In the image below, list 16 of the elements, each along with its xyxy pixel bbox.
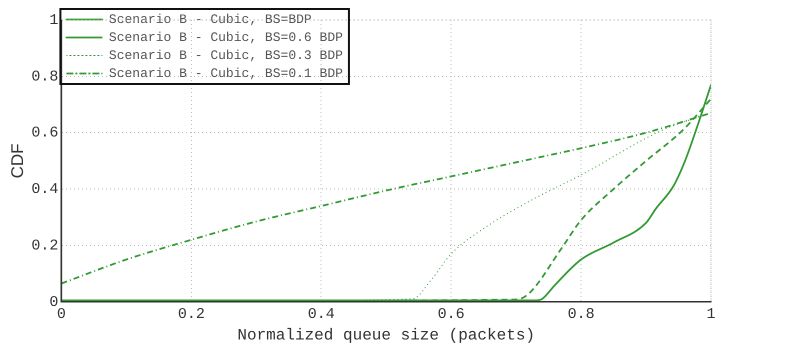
x-tick-label: 0.8 xyxy=(568,306,595,323)
y-tick-label: 0.2 xyxy=(31,237,58,254)
y-tick-label: 0 xyxy=(49,294,58,311)
x-tick-label: 1 xyxy=(706,306,716,323)
x-tick-label: 0.2 xyxy=(178,306,205,323)
y-tick-label: 0.4 xyxy=(31,181,58,198)
y-tick-label: 0.6 xyxy=(31,124,58,142)
y-tick-label: 0.8 xyxy=(31,68,58,86)
legend-label: Scenario B - Cubic, BS=0.3 BDP xyxy=(108,48,344,63)
x-tick-label: 0.6 xyxy=(438,306,465,323)
x-axis-title: Normalized queue size (packets) xyxy=(237,326,536,345)
legend-label: Scenario B - Cubic, BS=0.1 BDP xyxy=(108,66,344,81)
x-tick-label: 0.4 xyxy=(308,306,335,323)
y-tick-label: 1 xyxy=(49,12,58,29)
legend-label: Scenario B - Cubic, BS=0.6 BDP xyxy=(108,30,344,45)
y-axis-title: CDF xyxy=(8,143,27,178)
